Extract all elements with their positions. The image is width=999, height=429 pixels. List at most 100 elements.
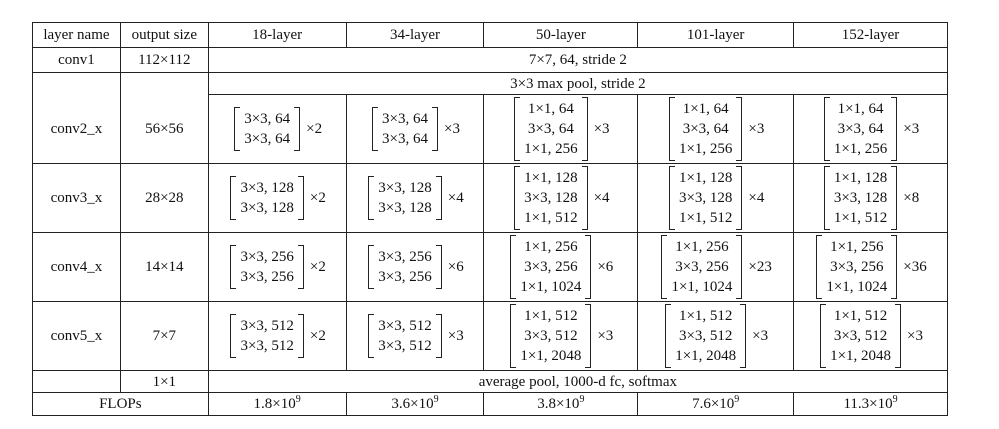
block-group: 3×3, 64 3×3, 64 ×2: [232, 107, 322, 151]
block-multiplier: ×3: [907, 328, 924, 344]
bracket-matrix: 1×1, 512 3×3, 512 1×1, 2048: [508, 304, 593, 368]
block-multiplier: ×6: [597, 259, 614, 275]
block-multiplier: ×3: [748, 121, 765, 137]
conv1-spec: 7×7, 64, stride 2: [207, 47, 949, 73]
block-multiplier: ×2: [309, 328, 326, 344]
block-multiplier: ×3: [447, 328, 464, 344]
block-line: 1×1, 512: [833, 308, 888, 324]
conv3_x-block-cell-152-layer: 1×1, 128 3×3, 128 1×1, 512 ×8: [793, 163, 948, 233]
flops-label: FLOPs: [32, 392, 209, 416]
block-line: 3×3, 64: [682, 121, 729, 137]
conv3_x-block-cell-18-layer: 3×3, 128 3×3, 128 ×2: [207, 163, 347, 233]
block-group: 1×1, 256 3×3, 256 1×1, 1024 ×36: [814, 235, 927, 299]
block-multiplier: ×3: [903, 121, 920, 137]
block-multiplier: ×2: [309, 259, 326, 275]
flops-value-50-layer: 3.8×109: [483, 392, 639, 416]
block-group: 3×3, 128 3×3, 128 ×2: [228, 176, 326, 220]
block-line: 3×3, 256: [675, 259, 729, 275]
block-line: 1×1, 64: [837, 101, 884, 117]
block-line: 1×1, 512: [833, 210, 888, 226]
conv3_x-block-cell-50-layer: 1×1, 128 3×3, 128 1×1, 512 ×4: [483, 163, 639, 233]
flops-mantissa: 3.8×10: [537, 396, 580, 412]
bracket-matrix: 1×1, 256 3×3, 256 1×1, 1024: [814, 235, 899, 299]
block-line: 1×1, 1024: [671, 279, 733, 295]
bracket-matrix: 3×3, 64 3×3, 64: [232, 107, 302, 151]
block-line: 1×1, 64: [527, 101, 574, 117]
block-group: 3×3, 256 3×3, 256 ×2: [228, 245, 326, 289]
conv5_x-block-cell-18-layer: 3×3, 512 3×3, 512 ×2: [207, 301, 347, 371]
pool-row: 3×3 max pool, stride 2: [32, 72, 949, 95]
conv4_x-output-size: 14×14: [119, 232, 209, 302]
conv5_x-block-cell-34-layer: 3×3, 512 3×3, 512 ×3: [345, 301, 485, 371]
flops-row: FLOPs 1.8×109 3.6×109 3.8×109 7.6×109 11.3×10…: [32, 392, 948, 416]
flops-mantissa: 3.6×10: [391, 396, 434, 412]
flops-exponent: 9: [892, 394, 898, 405]
bracket-matrix: 1×1, 128 3×3, 128 1×1, 512: [822, 166, 899, 230]
final-row: 1×1 average pool, 1000-d fc, softmax: [32, 370, 949, 393]
block-multiplier: ×23: [748, 259, 772, 275]
block-line: 1×1, 256: [678, 141, 733, 157]
bracket-matrix: 1×1, 64 3×3, 64 1×1, 256: [822, 97, 899, 161]
block-line: 1×1, 128: [524, 170, 578, 186]
block-line: 3×3, 256: [240, 249, 294, 265]
block-line: 3×3, 128: [378, 180, 432, 196]
conv2_x-block-cell-101-layer: 1×1, 64 3×3, 64 1×1, 256 ×3: [637, 94, 795, 164]
block-line: 1×1, 512: [678, 308, 733, 324]
block-line: 3×3, 256: [830, 259, 884, 275]
header-18-layer: 18-layer: [207, 22, 347, 48]
flops-value-152-layer: 11.3×109: [793, 392, 948, 416]
block-line: 3×3, 64: [382, 111, 428, 127]
conv3_x-name: conv3_x: [32, 163, 121, 233]
conv4_x-block-cell-18-layer: 3×3, 256 3×3, 256 ×2: [207, 232, 347, 302]
block-line: 1×1, 128: [833, 170, 888, 186]
block-line: 1×1, 64: [682, 101, 729, 117]
block-multiplier: ×2: [309, 190, 326, 206]
block-multiplier: ×3: [752, 328, 769, 344]
block-group: 3×3, 256 3×3, 256 ×6: [366, 245, 464, 289]
block-line: 1×1, 256: [675, 239, 729, 255]
bracket-matrix: 1×1, 256 3×3, 256 1×1, 1024: [508, 235, 593, 299]
block-group: 1×1, 64 3×3, 64 1×1, 256 ×3: [667, 97, 764, 161]
block-multiplier: ×4: [593, 190, 610, 206]
bracket-matrix: 1×1, 128 3×3, 128 1×1, 512: [512, 166, 589, 230]
conv1-name: conv1: [32, 47, 121, 73]
conv5_x-row: conv5_x 7×7 3×3, 512 3×3, 512 ×2 3×3, 512 3×3,…: [32, 301, 948, 371]
flops-mantissa: 1.8×10: [253, 396, 296, 412]
block-line: 3×3, 128: [378, 200, 432, 216]
conv4_x-name: conv4_x: [32, 232, 121, 302]
header-output-size: output size: [119, 22, 209, 48]
conv4_x-block-cell-101-layer: 1×1, 256 3×3, 256 1×1, 1024 ×23: [637, 232, 795, 302]
bracket-matrix: 1×1, 256 3×3, 256 1×1, 1024: [659, 235, 744, 299]
block-line: 1×1, 512: [524, 210, 578, 226]
flops-exponent: 9: [433, 394, 439, 405]
flops-value-18-layer: 1.8×109: [207, 392, 347, 416]
conv3_x-row: conv3_x 28×28 3×3, 128 3×3, 128 ×2 3×3, 128 3×…: [32, 163, 948, 233]
bracket-matrix: 3×3, 128 3×3, 128: [228, 176, 305, 220]
bracket-matrix: 1×1, 512 3×3, 512 1×1, 2048: [663, 304, 748, 368]
conv2_x-block-cell-34-layer: 3×3, 64 3×3, 64 ×3: [345, 94, 485, 164]
block-group: 3×3, 512 3×3, 512 ×2: [228, 314, 326, 358]
flops-exponent: 9: [579, 394, 585, 405]
final-output-size: 1×1: [119, 370, 209, 393]
conv3_x-block-cell-34-layer: 3×3, 128 3×3, 128 ×4: [345, 163, 485, 233]
conv1-output-size: 112×112: [119, 47, 209, 73]
conv3_x-output-size: 28×28: [119, 163, 209, 233]
block-multiplier: ×8: [903, 190, 920, 206]
header-34-layer: 34-layer: [345, 22, 485, 48]
conv4_x-block-cell-152-layer: 1×1, 256 3×3, 256 1×1, 1024 ×36: [793, 232, 948, 302]
block-line: 1×1, 128: [678, 170, 733, 186]
bracket-matrix: 3×3, 512 3×3, 512: [228, 314, 305, 358]
block-multiplier: ×3: [597, 328, 614, 344]
block-line: 1×1, 256: [830, 239, 884, 255]
conv5_x-block-cell-50-layer: 1×1, 512 3×3, 512 1×1, 2048 ×3: [483, 301, 639, 371]
block-line: 3×3, 128: [524, 190, 578, 206]
block-line: 3×3, 256: [378, 269, 432, 285]
bracket-matrix: 1×1, 64 3×3, 64 1×1, 256: [667, 97, 744, 161]
resnet-architecture-table: layer name output size 18-layer 34-layer…: [32, 22, 949, 416]
block-line: 3×3, 256: [524, 259, 578, 275]
conv2_x-block-cell-152-layer: 1×1, 64 3×3, 64 1×1, 256 ×3: [793, 94, 948, 164]
block-line: 3×3, 512: [378, 338, 432, 354]
flops-mantissa: 7.6×10: [692, 396, 735, 412]
block-line: 3×3, 64: [382, 131, 428, 147]
block-multiplier: ×3: [593, 121, 610, 137]
